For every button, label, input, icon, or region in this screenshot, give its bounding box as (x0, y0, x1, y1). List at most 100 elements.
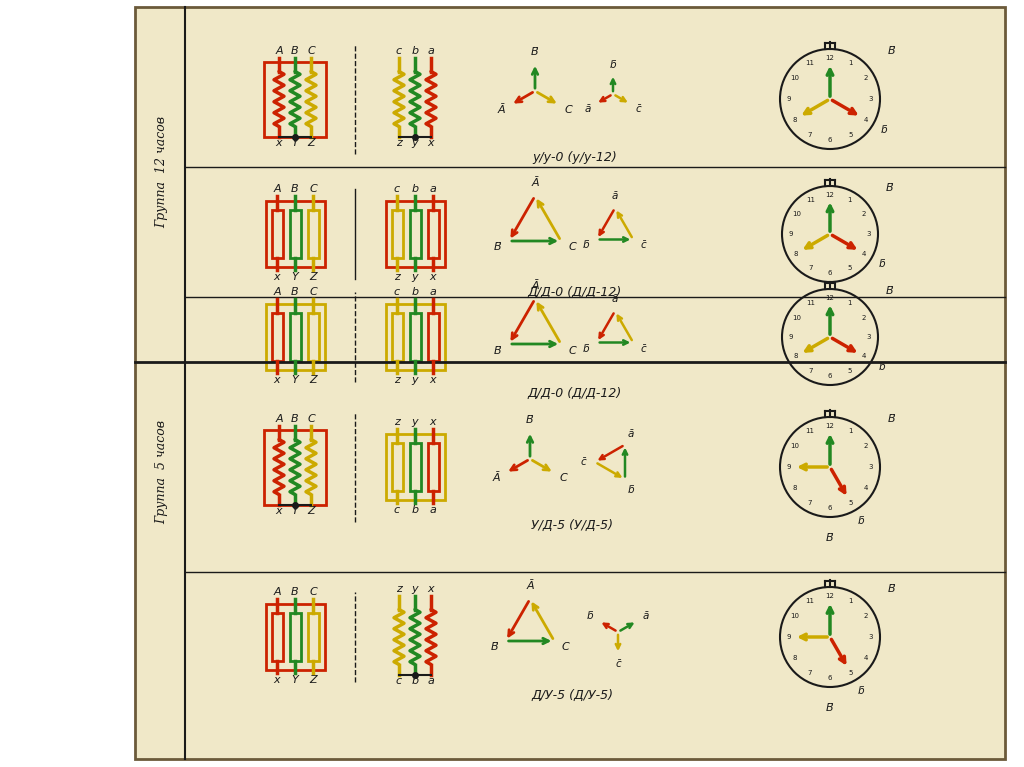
Text: b: b (412, 184, 419, 194)
Text: 11: 11 (805, 429, 814, 434)
Text: 10: 10 (790, 614, 799, 620)
Text: Y: Y (292, 675, 298, 685)
Text: b: b (412, 505, 419, 515)
Text: 9: 9 (786, 634, 792, 640)
Text: Z: Z (309, 272, 316, 282)
Text: z: z (394, 417, 400, 427)
Text: b̄: b̄ (858, 686, 864, 696)
Text: 10: 10 (790, 75, 799, 81)
Text: y: y (412, 139, 419, 149)
Text: 4: 4 (861, 354, 866, 360)
Text: 6: 6 (827, 137, 833, 143)
Text: 1: 1 (848, 429, 853, 434)
Text: B̄: B̄ (494, 345, 502, 355)
Text: a: a (428, 45, 434, 55)
Text: 11: 11 (806, 300, 815, 306)
Text: 2: 2 (863, 443, 867, 449)
Text: b̄: b̄ (609, 60, 616, 70)
Text: Ā: Ā (531, 178, 539, 188)
Text: 10: 10 (792, 314, 801, 321)
Text: 1: 1 (847, 300, 852, 306)
Text: C̄: C̄ (568, 345, 577, 355)
Text: x: x (428, 139, 434, 149)
Text: a: a (429, 287, 436, 297)
Text: b̄: b̄ (587, 611, 594, 621)
Text: 6: 6 (827, 373, 833, 379)
Text: Z: Z (309, 375, 316, 385)
Text: x: x (428, 584, 434, 594)
Text: 1: 1 (848, 61, 853, 67)
Text: Z: Z (309, 675, 316, 685)
Text: 6: 6 (827, 675, 833, 681)
Text: x: x (430, 375, 436, 385)
Text: Д/У-5 (Д/У-5): Д/У-5 (Д/У-5) (531, 689, 613, 702)
Text: x: x (275, 506, 283, 516)
Text: 7: 7 (808, 367, 813, 374)
Text: B̄: B̄ (888, 414, 896, 424)
Text: C: C (309, 287, 316, 297)
Text: 7: 7 (807, 670, 812, 676)
Text: 11: 11 (805, 61, 814, 67)
Text: 5: 5 (847, 265, 852, 271)
Text: 5: 5 (848, 670, 853, 676)
Text: B̄: B̄ (531, 48, 539, 58)
Text: 7: 7 (807, 499, 812, 505)
Text: c: c (394, 184, 400, 194)
Text: ā: ā (611, 294, 618, 304)
Text: 2: 2 (861, 212, 866, 218)
Text: Группа  12 часов: Группа 12 часов (156, 116, 169, 228)
Text: c: c (394, 505, 400, 515)
Text: 4: 4 (863, 485, 867, 491)
Text: C: C (309, 587, 316, 597)
Text: A: A (275, 45, 283, 55)
Text: B: B (291, 587, 299, 597)
Text: b̄: b̄ (879, 362, 886, 372)
Text: C̄: C̄ (568, 242, 577, 252)
Text: a: a (429, 505, 436, 515)
Text: Ā: Ā (493, 473, 501, 483)
Text: x: x (275, 139, 283, 149)
Text: 6: 6 (827, 505, 833, 511)
Text: C: C (309, 184, 316, 194)
Text: B̄: B̄ (494, 242, 502, 252)
Text: b̄: b̄ (879, 259, 886, 269)
Text: B̄: B̄ (826, 703, 834, 713)
Text: 12: 12 (825, 55, 835, 61)
Text: B: B (291, 45, 299, 55)
Text: B̄: B̄ (826, 533, 834, 543)
Text: C̄: C̄ (564, 105, 572, 115)
Text: 6: 6 (827, 270, 833, 276)
Text: 8: 8 (793, 485, 797, 491)
Text: b: b (412, 676, 419, 686)
Text: 9: 9 (788, 231, 794, 237)
Text: c̄: c̄ (641, 241, 646, 251)
Text: 9: 9 (786, 464, 792, 470)
Text: c: c (394, 287, 400, 297)
Text: b: b (412, 287, 419, 297)
Text: 4: 4 (861, 251, 866, 256)
Text: Z: Z (307, 506, 314, 516)
Text: Ā: Ā (526, 581, 534, 591)
Text: B: B (291, 413, 299, 423)
Text: 8: 8 (793, 654, 797, 660)
Text: B: B (291, 184, 299, 194)
Text: 5: 5 (847, 367, 852, 374)
Text: B̄: B̄ (490, 643, 499, 653)
Text: c: c (396, 45, 402, 55)
Text: 4: 4 (863, 654, 867, 660)
Text: 12: 12 (825, 593, 835, 599)
Text: c̄: c̄ (581, 457, 586, 467)
Text: c: c (396, 676, 402, 686)
Text: 12: 12 (825, 423, 835, 429)
FancyBboxPatch shape (135, 7, 1005, 759)
Text: 11: 11 (806, 197, 815, 203)
Text: у/у-0 (у/у-12): у/у-0 (у/у-12) (532, 151, 617, 164)
Text: c̄: c̄ (641, 344, 646, 354)
Text: 3: 3 (868, 464, 873, 470)
Text: Д/Д-0 (Д/Д-12): Д/Д-0 (Д/Д-12) (528, 387, 623, 400)
Text: x: x (273, 675, 281, 685)
Text: ā: ā (585, 104, 591, 114)
Text: c̄: c̄ (635, 104, 641, 114)
Text: Y: Y (292, 375, 298, 385)
Text: y: y (412, 272, 419, 282)
